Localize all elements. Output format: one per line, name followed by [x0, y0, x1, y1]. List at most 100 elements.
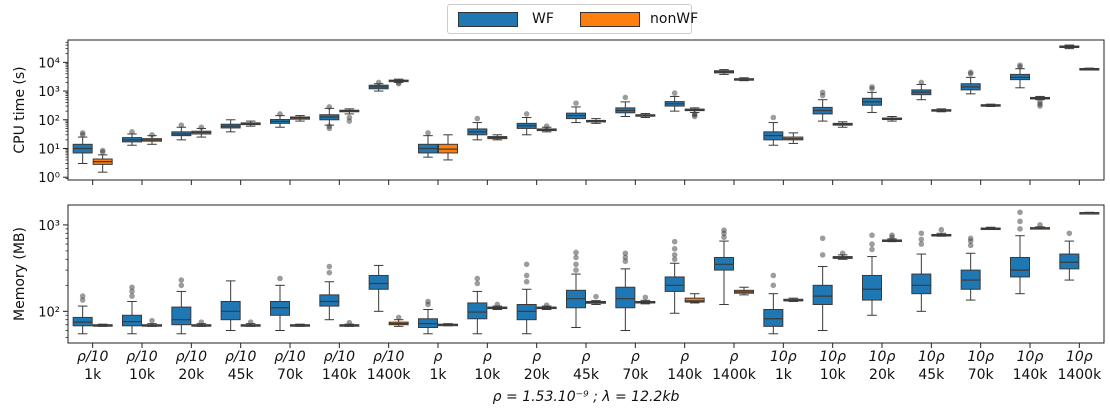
outlier-point	[770, 272, 777, 279]
mem-box-nonwf	[783, 297, 804, 302]
box-iqr	[368, 274, 389, 290]
outlier-point	[178, 277, 185, 283]
outlier-point	[178, 282, 185, 289]
outlier-point	[277, 275, 283, 282]
x-tick-label-line1: ρ	[582, 349, 591, 365]
outlier-point	[967, 235, 974, 242]
x-tick-label-line2: 70k	[277, 367, 304, 383]
x-tick-label-line1: ρ/10	[324, 349, 356, 365]
cpu-box-nonwf	[191, 124, 212, 138]
mem-box-nonwf	[1030, 222, 1050, 230]
outlier-point	[277, 111, 283, 117]
mem-box-nonwf	[832, 250, 853, 260]
mem-box-wf	[516, 261, 537, 335]
cpu-box-wf	[72, 130, 93, 165]
outlier-point	[573, 254, 579, 261]
x-tick-label-line2: 1k	[429, 367, 447, 383]
outlier-point	[474, 115, 481, 122]
mem-box-nonwf	[684, 293, 705, 304]
x-tick-label-line2: 10k	[820, 367, 847, 383]
outlier-point	[178, 122, 185, 128]
mem-box-nonwf	[1079, 211, 1100, 215]
cpu-box-wf	[812, 89, 833, 122]
outlier-point	[149, 317, 155, 324]
outlier-point	[819, 235, 826, 242]
cpu-time-plot: 10⁰ 10¹ 10² 10³ 10⁴	[38, 41, 1100, 186]
outlier-point	[99, 147, 106, 154]
box-iqr	[812, 284, 833, 305]
outlier-point	[543, 302, 550, 308]
cpu-box-nonwf	[240, 120, 261, 127]
mem-box-wf	[812, 235, 833, 331]
outlier-point	[869, 84, 875, 90]
legend-label-nonwf: nonWF	[650, 11, 699, 27]
outlier-point	[622, 250, 629, 257]
cpu-box-wf	[615, 94, 636, 118]
cpu-y-axis-label: CPU time (s)	[12, 66, 28, 153]
x-tick-label-line2: 70k	[622, 367, 649, 383]
outlier-point	[523, 278, 530, 285]
box-iqr	[1059, 253, 1080, 270]
mem-box-nonwf	[882, 232, 902, 243]
x-tick-label-line1: ρ/10	[77, 349, 109, 365]
cpu-box-wf	[270, 111, 290, 128]
outlier-point	[839, 250, 846, 257]
cpu-box-nonwf	[438, 134, 458, 161]
x-tick-label-line1: ρ	[680, 349, 689, 365]
mem-box-nonwf	[536, 302, 557, 310]
x-tick-label-line2: 20k	[524, 367, 551, 383]
x-tick-label-line2: 140k	[322, 367, 358, 383]
mem-box-wf	[1059, 230, 1080, 281]
x-tick-label-line1: ρ/10	[176, 349, 208, 365]
outlier-point	[573, 267, 579, 273]
outlier-point	[819, 252, 826, 258]
box-iqr	[319, 294, 340, 307]
x-tick-label-line1: ρ	[483, 349, 492, 365]
cpu-box-wf	[714, 69, 734, 75]
cpu-box-nonwf	[783, 132, 804, 144]
outlier-point	[474, 275, 481, 282]
mem-box-wf	[664, 238, 685, 314]
outlier-point	[79, 297, 86, 303]
outlier-point	[523, 261, 530, 268]
x-tick-label-line2: 1400k	[712, 367, 757, 383]
cpu-box-nonwf	[684, 107, 705, 120]
outlier-point	[1037, 222, 1043, 228]
x-tick-label-line2: 140k	[1013, 367, 1049, 383]
outlier-point	[938, 226, 945, 233]
outlier-point	[671, 245, 678, 252]
outlier-point	[671, 238, 678, 245]
memory-plot: 10² 10³	[38, 209, 1100, 348]
x-tick-label-line2: 70k	[968, 367, 995, 383]
panel-memory-frame	[67, 204, 1105, 344]
outlier-point	[967, 242, 974, 249]
x-tick-label-line1: 10ρ	[918, 349, 945, 365]
mem-box-wf	[615, 250, 636, 331]
x-tick-label-line2: 20k	[178, 367, 205, 383]
footer-caption: ρ = 1.53.10⁻⁹ ; λ = 12.2kb	[493, 389, 680, 405]
x-tick-label-line2: 45k	[573, 367, 600, 383]
outlier-point	[326, 104, 333, 110]
cpu-box-nonwf	[339, 108, 360, 124]
box-iqr	[516, 303, 537, 321]
cpu-box-nonwf	[536, 123, 557, 133]
cpu-box-nonwf	[980, 103, 1001, 108]
outlier-point	[79, 130, 86, 136]
cpu-ytick-label: 10⁰	[38, 171, 60, 186]
cpu-box-nonwf	[487, 134, 508, 141]
box-iqr	[1010, 256, 1030, 278]
outlier-point	[326, 269, 333, 276]
x-tick-label-line2: 1400k	[1057, 367, 1102, 383]
x-tick-label-line1: ρ/10	[126, 349, 158, 365]
outlier-point	[346, 319, 353, 326]
x-tick-label-line1: ρ/10	[225, 349, 257, 365]
mem-box-wf	[1010, 209, 1030, 295]
cpu-box-nonwf	[635, 113, 656, 119]
outlier-point	[346, 114, 353, 121]
cpu-box-nonwf	[1079, 67, 1100, 71]
mem-box-wf	[122, 284, 142, 335]
outlier-point	[671, 90, 678, 96]
legend-swatch-wf	[458, 12, 518, 27]
cpu-box-wf	[516, 111, 537, 136]
mem-box-wf	[566, 249, 586, 328]
